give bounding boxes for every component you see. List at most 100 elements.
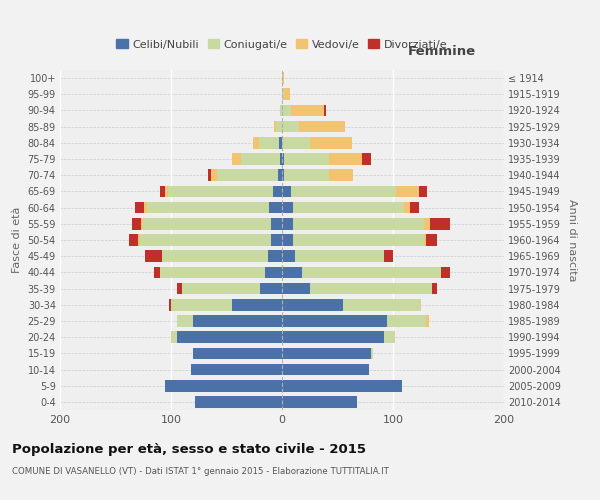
Bar — [166, 186, 167, 198]
Bar — [295, 250, 384, 262]
Bar — [169, 299, 171, 310]
Bar — [284, 170, 329, 181]
Y-axis label: Anni di nascita: Anni di nascita — [566, 198, 577, 281]
Bar — [441, 266, 449, 278]
Bar — [241, 153, 280, 165]
Bar — [208, 170, 211, 181]
Bar — [278, 170, 282, 181]
Bar — [191, 364, 282, 376]
Bar — [302, 266, 441, 278]
Bar — [232, 299, 282, 310]
Bar — [273, 186, 282, 198]
Bar — [182, 282, 260, 294]
Bar — [424, 234, 427, 246]
Bar — [282, 137, 310, 148]
Bar — [282, 380, 402, 392]
Bar — [146, 202, 269, 213]
Bar — [132, 218, 141, 230]
Bar — [193, 348, 282, 359]
Bar — [171, 332, 176, 343]
Bar — [291, 186, 397, 198]
Bar — [129, 234, 138, 246]
Bar — [136, 202, 145, 213]
Bar — [282, 202, 293, 213]
Bar — [160, 266, 265, 278]
Bar — [282, 153, 284, 165]
Bar — [193, 315, 282, 327]
Bar — [426, 315, 428, 327]
Bar — [282, 266, 302, 278]
Bar — [176, 315, 193, 327]
Bar — [282, 348, 371, 359]
Bar — [176, 332, 282, 343]
Text: COMUNE DI VASANELLO (VT) - Dati ISTAT 1° gennaio 2015 - Elaborazione TUTTITALIA.: COMUNE DI VASANELLO (VT) - Dati ISTAT 1°… — [12, 468, 389, 476]
Bar — [160, 186, 166, 198]
Bar — [269, 202, 282, 213]
Bar — [282, 88, 284, 100]
Bar — [397, 186, 419, 198]
Bar — [271, 218, 282, 230]
Bar — [260, 282, 282, 294]
Bar — [284, 153, 329, 165]
Bar — [143, 218, 271, 230]
Bar — [166, 380, 282, 392]
Bar — [329, 153, 362, 165]
Text: Popolazione per età, sesso e stato civile - 2015: Popolazione per età, sesso e stato civil… — [12, 442, 366, 456]
Y-axis label: Fasce di età: Fasce di età — [12, 207, 22, 273]
Bar — [145, 202, 146, 213]
Bar — [271, 234, 282, 246]
Bar — [196, 396, 282, 407]
Bar — [280, 153, 282, 165]
Bar — [232, 153, 241, 165]
Bar — [293, 234, 424, 246]
Bar — [282, 332, 384, 343]
Bar — [274, 121, 277, 132]
Bar — [282, 364, 368, 376]
Bar — [299, 121, 345, 132]
Bar — [282, 250, 295, 262]
Bar — [141, 218, 143, 230]
Bar — [265, 266, 282, 278]
Bar — [268, 250, 282, 262]
Bar — [430, 218, 449, 230]
Bar — [282, 234, 293, 246]
Bar — [167, 186, 273, 198]
Bar — [432, 282, 437, 294]
Bar — [424, 218, 430, 230]
Text: Femmine: Femmine — [408, 45, 476, 58]
Bar — [310, 137, 352, 148]
Bar — [282, 396, 358, 407]
Legend: Celibi/Nubili, Coniugati/e, Vedovi/e, Divorziati/e: Celibi/Nubili, Coniugati/e, Vedovi/e, Di… — [112, 35, 452, 54]
Bar — [282, 104, 291, 117]
Bar — [277, 121, 282, 132]
Bar — [291, 104, 324, 117]
Bar — [217, 170, 278, 181]
Bar — [211, 170, 217, 181]
Bar — [324, 104, 326, 117]
Bar — [410, 202, 419, 213]
Bar — [282, 282, 310, 294]
Bar — [282, 72, 284, 84]
Bar — [404, 202, 410, 213]
Bar — [284, 88, 290, 100]
Bar — [162, 250, 268, 262]
Bar — [145, 250, 162, 262]
Bar — [282, 299, 343, 310]
Bar — [343, 299, 421, 310]
Bar — [282, 121, 299, 132]
Bar — [138, 234, 140, 246]
Bar — [362, 153, 371, 165]
Bar — [293, 202, 404, 213]
Bar — [282, 218, 293, 230]
Bar — [384, 332, 395, 343]
Bar — [419, 186, 427, 198]
Bar — [253, 137, 259, 148]
Bar — [371, 348, 373, 359]
Bar — [140, 234, 271, 246]
Bar — [171, 299, 232, 310]
Bar — [310, 282, 432, 294]
Bar — [176, 282, 182, 294]
Bar — [329, 170, 353, 181]
Bar — [426, 234, 437, 246]
Bar — [282, 186, 291, 198]
